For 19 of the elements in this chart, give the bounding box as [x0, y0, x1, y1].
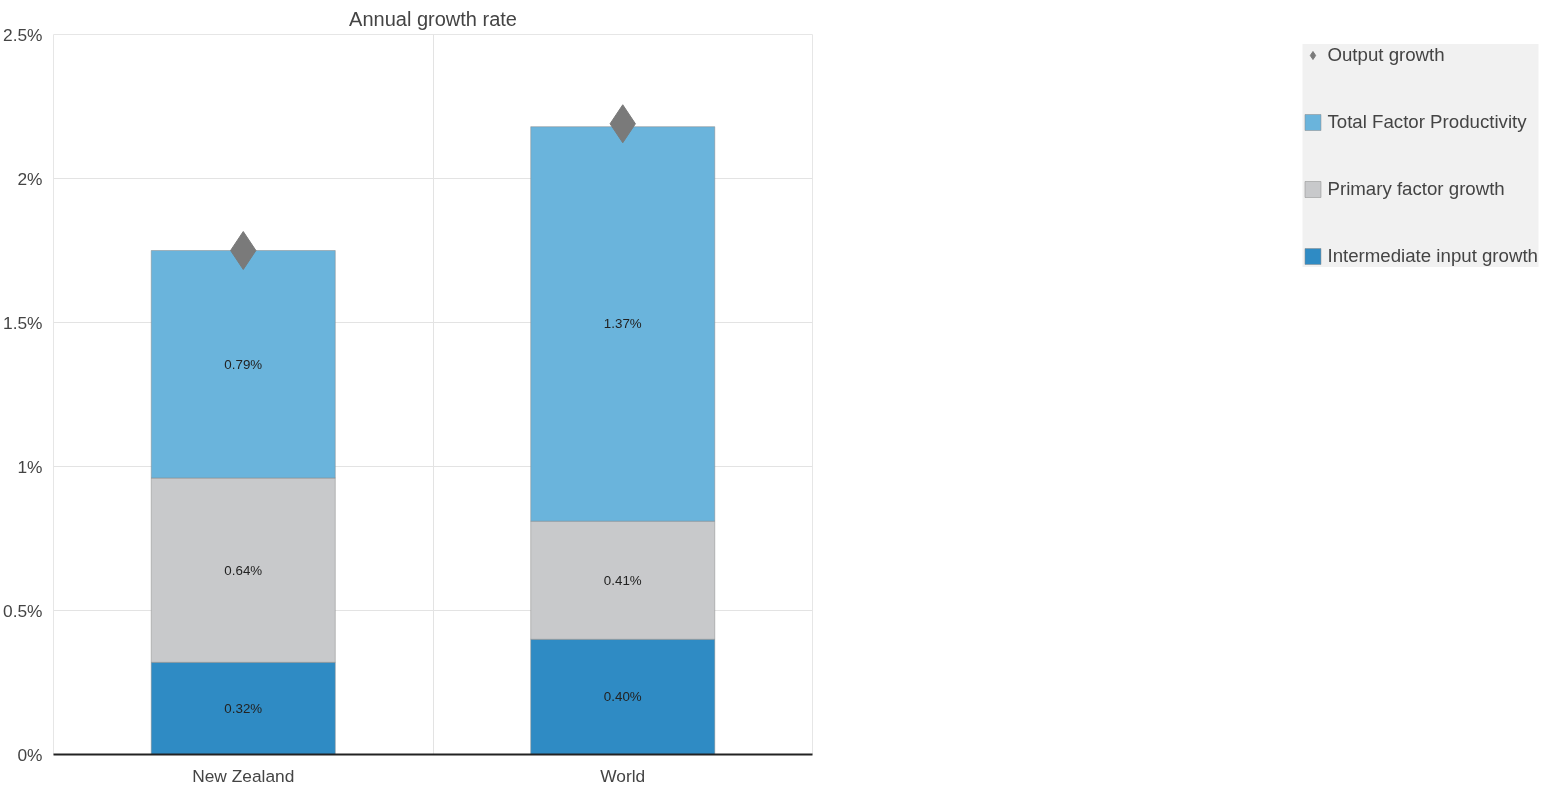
- y-tick-label: 1%: [17, 456, 43, 477]
- data-label: 1.37%: [603, 316, 642, 332]
- data-label: 0.64%: [224, 562, 263, 578]
- legend-label: Output growth: [1327, 44, 1445, 66]
- legend-label: Primary factor growth: [1327, 178, 1505, 200]
- data-label: 0.32%: [224, 700, 263, 716]
- chart-title: Annual growth rate: [349, 7, 517, 30]
- x-tick-label: New Zealand: [192, 765, 295, 786]
- legend-label: Intermediate input growth: [1327, 245, 1538, 267]
- data-label: 0.41%: [603, 572, 642, 588]
- y-tick-label: 2.5%: [3, 24, 43, 45]
- legend-label: Total Factor Productivity: [1327, 111, 1527, 133]
- x-tick-label: World: [600, 765, 646, 786]
- y-tick-label: 1.5%: [3, 312, 43, 333]
- data-label: 0.79%: [224, 356, 263, 372]
- y-tick-label: 0%: [17, 744, 43, 765]
- data-label: 0.40%: [603, 689, 642, 705]
- y-tick-label: 0.5%: [3, 600, 43, 621]
- y-tick-label: 2%: [17, 168, 43, 189]
